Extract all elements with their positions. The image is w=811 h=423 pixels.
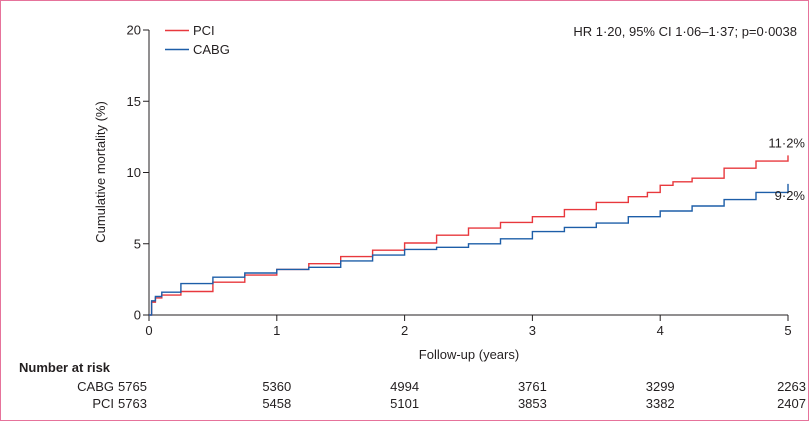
- y-axis-label: Cumulative mortality (%): [93, 101, 108, 243]
- axes: [148, 30, 788, 316]
- hr-annotation: HR 1·20, 95% CI 1·06–1·37; p=0·0038: [573, 24, 797, 39]
- curves: [149, 155, 789, 316]
- risk-cell: 5360: [262, 379, 291, 394]
- risk-cell: 3761: [518, 379, 547, 394]
- y-tick-label: 0: [134, 308, 141, 323]
- risk-cell: 5763: [118, 396, 147, 411]
- risk-cell: 3382: [646, 396, 675, 411]
- end-label-pci: 11·2%: [768, 135, 805, 150]
- legend-label-pci: PCI: [193, 23, 215, 38]
- y-tick-label: 20: [127, 23, 141, 38]
- risk-cell: 3299: [646, 379, 675, 394]
- x-tick-label: 2: [401, 323, 408, 338]
- end-labels: 11·2% 9·2%: [768, 135, 805, 203]
- risk-cell: 2263: [777, 379, 806, 394]
- risk-cell: 5765: [118, 379, 147, 394]
- x-tick-label: 4: [657, 323, 664, 338]
- x-ticks: 0 1 2 3 4 5: [145, 315, 792, 338]
- risk-cell: 5101: [390, 396, 419, 411]
- x-tick-label: 5: [784, 323, 791, 338]
- y-ticks: 0 5 10 15 20: [127, 23, 149, 323]
- risk-table-title: Number at risk: [19, 360, 111, 375]
- risk-row-label: PCI: [92, 396, 114, 411]
- legend-label-cabg: CABG: [193, 42, 230, 57]
- risk-cell: 5458: [262, 396, 291, 411]
- legend: PCI CABG: [165, 23, 230, 57]
- x-tick-label: 3: [529, 323, 536, 338]
- x-tick-label: 0: [145, 323, 152, 338]
- x-tick-label: 1: [273, 323, 280, 338]
- curve-cabg: [149, 183, 789, 316]
- risk-cell: 3853: [518, 396, 547, 411]
- risk-cell: 4994: [390, 379, 419, 394]
- curve-pci: [149, 155, 789, 316]
- y-tick-label: 10: [127, 165, 141, 180]
- risk-table: CABG 5765 5360 4994 3761 3299 2263 PCI 5763 5458 5…: [77, 379, 806, 411]
- y-tick-label: 15: [127, 94, 141, 109]
- risk-row-label: CABG: [77, 379, 114, 394]
- y-tick-label: 5: [134, 236, 141, 251]
- x-axis-label: Follow-up (years): [419, 347, 519, 362]
- end-label-cabg: 9·2%: [775, 188, 806, 203]
- risk-cell: 2407: [777, 396, 806, 411]
